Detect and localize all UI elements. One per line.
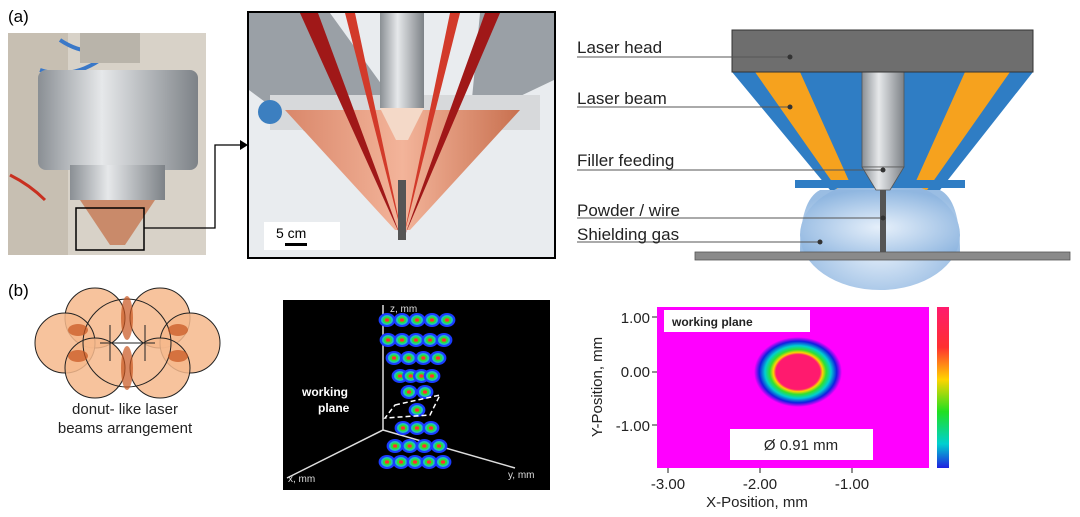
donut-beam-arrangement [34,287,221,399]
beam-ring [400,426,406,430]
callout-arrow [144,144,240,229]
y-tick: 0.00 [621,364,650,381]
y-axis-title: Y-Position, mm [589,337,606,437]
beam-ring [384,318,390,322]
label-filler-feeding: Filler feeding [577,151,674,170]
beam-ring [422,444,427,448]
beam-ring [428,426,434,430]
beam-ring [408,374,413,378]
panel-a-label: (a) [8,7,29,26]
beam-ring [407,444,412,448]
label-laser-beam: Laser beam [577,89,667,108]
beam-ring [435,356,441,360]
beam-ring [444,318,450,322]
beam-caustic-3d-plot: z, mm x, mm y, mm working plane [283,300,550,490]
beam-ring [426,460,432,464]
y-axis [382,429,516,469]
beam-ring [427,338,433,342]
y-tick: 1.00 [621,310,650,327]
working-plane-box [383,393,442,419]
beam-ring [391,356,397,360]
beam-ring [413,338,419,342]
diameter-label: Ø 0.91 mm [764,437,838,454]
beam-ring [385,338,391,342]
label-laser-head: Laser head [577,38,662,57]
scale-bar [285,243,307,246]
title-box [664,310,810,332]
panel-b-label: (b) [8,281,29,300]
beam-ring [414,408,420,412]
working-plane-label-2: plane [318,401,350,415]
label-shielding-gas: Shielding gas [577,225,679,244]
laser-head-schematic: Laser head Laser beam Filler feeding Pow… [577,29,1071,290]
x-axis [286,429,384,479]
beam-ring [429,374,435,378]
working-plane-heatmap: working plane Ø 0.91 mm 1.00 0.00 -1.00 … [589,307,949,511]
y-tick: -1.00 [616,418,650,435]
z-axis-label: z, mm [390,304,417,315]
label-powder-wire: Powder / wire [577,201,680,220]
beam-ring [399,338,405,342]
scale-bar-label: 5 cm [276,225,306,241]
x-tick: -2.00 [743,476,777,493]
working-plane-label-1: working [301,385,348,399]
x-tick: -3.00 [651,476,685,493]
beam-ring [422,390,428,394]
arrowhead-icon [240,140,248,150]
beam-ring [399,318,405,322]
x-axis-title: X-Position, mm [706,494,808,511]
x-tick: -1.00 [835,476,869,493]
beam-ring [406,356,411,360]
beam-ring [384,460,390,464]
beam-ring [436,444,442,448]
substrate-plate [694,251,1071,261]
diameter-box [730,429,873,460]
donut-caption-1: donut- like laser [72,401,178,418]
beam-ring [412,460,418,464]
beam-ring [398,460,404,464]
y-axis-label: y, mm [508,470,534,481]
beam-ring [419,374,424,378]
nozzle-inset: 5 cm [247,11,556,259]
colorbar [937,307,949,468]
beam-ring [392,444,398,448]
beam-spot [754,337,842,407]
laser-head-photo [8,33,206,255]
beam-ring [406,390,412,394]
beam-ring [397,374,403,378]
beam-ring [429,318,435,322]
x-axis-label: x, mm [288,474,315,485]
beam-ring [421,356,426,360]
donut-caption-2: beams arrangement [58,420,193,437]
beam-ring [440,460,446,464]
beam-ring [414,318,420,322]
beam-ring [414,426,420,430]
heatmap-title: working plane [671,315,753,329]
zoom-region-box [75,207,145,251]
beam-ring [441,338,447,342]
